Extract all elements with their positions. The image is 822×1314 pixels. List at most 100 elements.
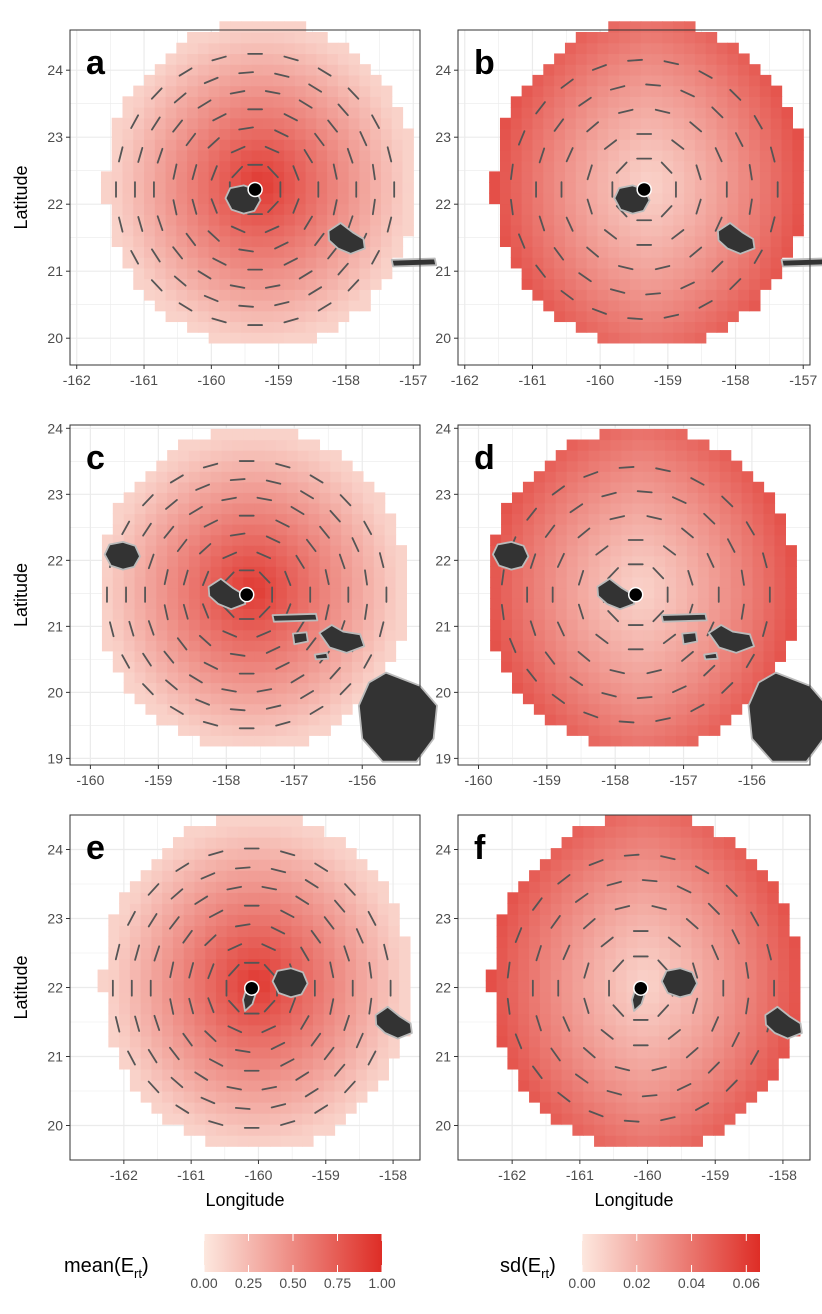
heatmap-tile xyxy=(100,182,113,194)
heatmap-tile xyxy=(312,925,325,938)
heatmap-tile xyxy=(510,128,523,140)
heatmap-tile xyxy=(145,703,157,715)
heatmap-tile xyxy=(716,53,729,65)
heatmap-tile xyxy=(208,42,221,55)
heatmap-tile xyxy=(380,171,393,183)
heatmap-tile xyxy=(219,171,231,183)
heatmap-tile xyxy=(305,85,317,97)
heatmap-tile xyxy=(767,1068,779,1081)
heatmap-tile xyxy=(632,608,644,620)
heatmap-tile xyxy=(619,85,631,97)
heatmap-tile xyxy=(226,1068,239,1081)
heatmap-tile xyxy=(544,555,557,567)
heatmap-tile xyxy=(208,171,221,183)
heatmap-tile xyxy=(162,892,174,904)
contour-dashes xyxy=(115,52,396,326)
heatmap-tile xyxy=(316,267,328,280)
contour-dash xyxy=(577,603,585,620)
heatmap-tile xyxy=(165,267,177,280)
heatmap-tile xyxy=(702,1057,714,1070)
heatmap-tile xyxy=(684,117,696,130)
heatmap-tile xyxy=(594,892,606,904)
heatmap-tile xyxy=(544,534,557,546)
heatmap-tile xyxy=(167,513,179,525)
heatmap-tile xyxy=(308,661,321,673)
heatmap-tile xyxy=(216,1068,228,1081)
heatmap-tile xyxy=(111,117,124,130)
heatmap-tile xyxy=(194,991,206,1004)
heatmap-tile xyxy=(402,224,414,237)
heatmap-tile xyxy=(259,1035,271,1048)
heatmap-tile xyxy=(221,661,234,673)
heatmap-tile xyxy=(230,321,242,333)
heatmap-tile xyxy=(259,848,271,860)
heatmap-tile xyxy=(286,597,299,610)
heatmap-tile xyxy=(550,859,563,871)
heatmap-tile xyxy=(554,224,566,237)
heatmap-tile xyxy=(662,85,674,97)
contour-dash xyxy=(176,538,188,553)
heatmap-tile xyxy=(323,925,336,938)
heatmap-tile xyxy=(694,149,707,162)
heatmap-tile xyxy=(608,235,620,248)
heatmap-tile xyxy=(237,1035,249,1048)
heatmap-tile xyxy=(230,160,242,172)
heatmap-tile xyxy=(108,1013,120,1026)
heatmap-tile xyxy=(199,608,212,620)
heatmap-tile xyxy=(348,53,361,65)
contour-dash xyxy=(609,288,626,294)
contour-dash xyxy=(169,916,180,930)
heatmap-tile xyxy=(366,892,379,904)
heatmap-tile xyxy=(604,1057,617,1070)
heatmap-tile xyxy=(610,714,622,726)
heatmap-tile xyxy=(178,693,190,705)
heatmap-tile xyxy=(716,214,729,226)
heatmap-tile xyxy=(604,1079,617,1092)
heatmap-tile xyxy=(659,914,671,926)
contour-dash xyxy=(231,165,244,179)
heatmap-tile xyxy=(273,300,285,312)
heatmap-tile xyxy=(665,576,677,589)
heatmap-tile xyxy=(377,1046,389,1059)
heatmap-tile xyxy=(629,117,642,130)
heatmap-tile xyxy=(615,1091,628,1103)
contour-dash xyxy=(303,215,313,230)
heatmap-tile xyxy=(637,815,649,827)
heatmap-tile xyxy=(702,991,714,1004)
heatmap-tile xyxy=(187,74,199,87)
heatmap-tile xyxy=(662,42,674,55)
heatmap-tile xyxy=(730,534,743,546)
heatmap-tile xyxy=(626,1124,638,1136)
heatmap-tile xyxy=(269,859,282,871)
heatmap-tile xyxy=(615,881,628,893)
contour-dash xyxy=(657,959,670,973)
heatmap-tile xyxy=(399,958,411,971)
heatmap-tile xyxy=(370,192,382,205)
heatmap-tile xyxy=(251,96,264,108)
heatmap-tile xyxy=(269,837,282,849)
contour-dash xyxy=(310,1032,322,1047)
heatmap-tile xyxy=(597,289,609,301)
heatmap-tile xyxy=(291,892,303,904)
heatmap-tile xyxy=(543,278,555,290)
heatmap-tile xyxy=(273,203,285,215)
contour-dash xyxy=(645,292,661,296)
heatmap-tile xyxy=(724,848,736,860)
heatmap-tile xyxy=(123,629,136,641)
heatmap-tile xyxy=(756,991,768,1004)
heatmap-tile xyxy=(575,321,588,333)
heatmap-tile xyxy=(259,870,271,882)
heatmap-tile xyxy=(337,74,350,87)
heatmap-tile xyxy=(555,608,568,620)
heatmap-tile xyxy=(359,203,371,215)
heatmap-tile xyxy=(226,1002,239,1015)
heatmap-tile xyxy=(359,160,371,172)
heatmap-tile xyxy=(734,1057,747,1070)
heatmap-tile xyxy=(240,214,253,226)
heatmap-tile xyxy=(286,534,299,546)
heatmap-tile xyxy=(337,182,350,194)
heatmap-tile xyxy=(341,460,353,472)
heatmap-tile xyxy=(273,42,285,55)
heatmap-tile xyxy=(284,85,296,97)
heatmap-tile xyxy=(619,139,631,151)
